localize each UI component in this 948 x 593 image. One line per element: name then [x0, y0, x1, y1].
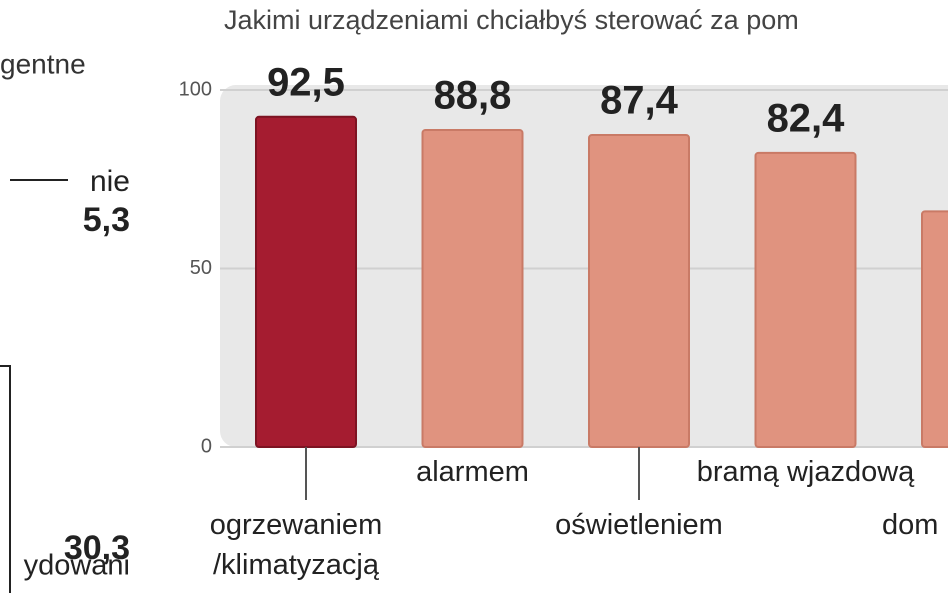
y-tick-label: 50: [190, 257, 212, 279]
value-label: 82,4: [767, 96, 846, 140]
x-tick-label: alarmem: [416, 456, 529, 488]
side-value: 30,3: [64, 529, 130, 567]
side-heading: gentne: [0, 48, 86, 79]
bar: [255, 115, 357, 449]
chart-title: Jakimi urządzeniami chciałbyś sterować z…: [224, 5, 799, 35]
value-label: 88,8: [434, 74, 512, 118]
value-label: 92,5: [267, 60, 345, 104]
side-value: 5,3: [83, 201, 130, 239]
x-tick-label: oświetleniem: [555, 509, 723, 541]
value-label: 87,4: [600, 79, 679, 123]
y-tick-label: 0: [201, 435, 212, 457]
bar: [588, 133, 690, 448]
bar: [754, 151, 857, 448]
x-tick-label: ogrzewaniem /klimatyzacją: [209, 509, 383, 581]
leader-line: [0, 365, 11, 593]
side-label: ydowani: [24, 550, 130, 582]
x-tick-label: dom: [882, 509, 939, 541]
bar: [421, 128, 524, 448]
side-label: nie: [90, 165, 130, 198]
bar: [921, 210, 948, 448]
y-tick-label: 100: [179, 78, 212, 100]
x-tick-label: bramą wjazdową: [696, 456, 915, 488]
